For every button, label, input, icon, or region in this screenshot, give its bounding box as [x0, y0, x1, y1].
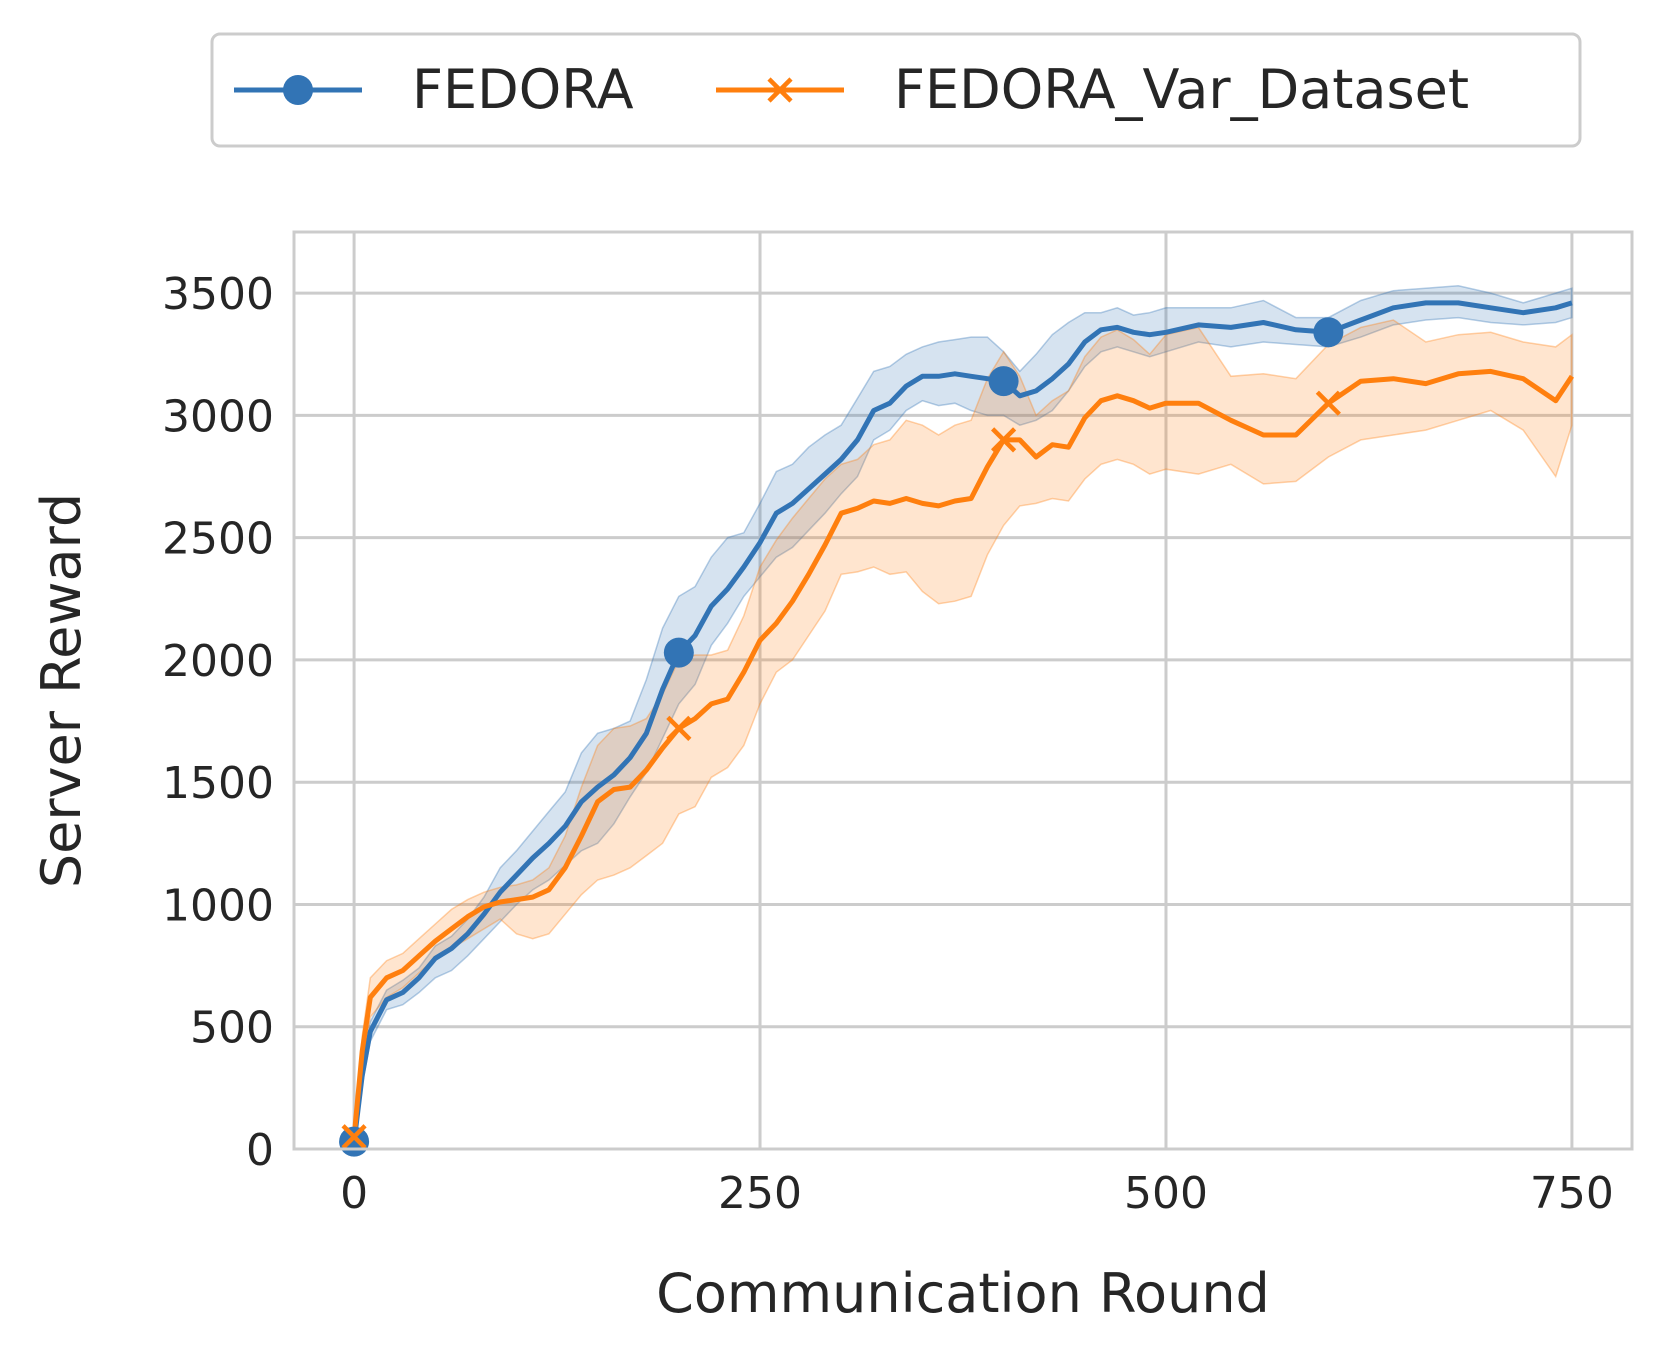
- marker-fedora-var-dataset: [666, 715, 692, 741]
- marker-fedora-var-dataset: [1315, 390, 1341, 416]
- y-tick-label: 500: [190, 1003, 274, 1054]
- marker-fedora: [663, 637, 694, 668]
- y-axis-title: Server Reward: [30, 493, 93, 888]
- legend-label-fedora: FEDORA: [412, 58, 634, 121]
- y-tick-label: 2000: [162, 636, 274, 687]
- marker-fedora-var-dataset: [991, 427, 1017, 453]
- marker-fedora-var-dataset: [341, 1124, 367, 1150]
- y-tick-label: 1500: [162, 758, 274, 809]
- legend-x-marker: [767, 77, 793, 103]
- y-tick-label: 1000: [162, 880, 274, 931]
- legend-marker-fedora: [283, 75, 313, 105]
- band-fedora: [353, 285, 1573, 1145]
- marker-fedora: [1313, 317, 1344, 348]
- line-fedora-var-dataset: [351, 368, 1574, 1138]
- marker-fedora: [988, 366, 1019, 397]
- y-tick-label: 0: [246, 1125, 274, 1176]
- x-axis-title: Communication Round: [656, 1262, 1270, 1325]
- y-tick-label: 3000: [162, 391, 274, 442]
- x-tick-label: 0: [340, 1168, 368, 1219]
- legend: FEDORA FEDORA_Var_Dataset: [210, 32, 1582, 148]
- y-tick-label: 2500: [162, 514, 274, 565]
- legend-marker-fedora-var-dataset: [767, 77, 793, 103]
- marker-fedora: [339, 1126, 370, 1157]
- tick-labels: 0 500 1000 1500 2000 2500 3000 3500 0 250 500 750: [162, 269, 1614, 1219]
- x-tick-label: 750: [1530, 1168, 1614, 1219]
- legend-box: [210, 32, 1582, 148]
- x-tick-label: 250: [718, 1168, 802, 1219]
- legend-label-fedora-var-dataset: FEDORA_Var_Dataset: [894, 58, 1469, 121]
- x-tick-label: 500: [1124, 1168, 1208, 1219]
- line-fedora: [351, 300, 1573, 1143]
- grid-lines: [294, 232, 1632, 1151]
- series-lines: [351, 300, 1574, 1143]
- band-fedora-var-dataset: [353, 319, 1573, 1140]
- plot-frame: [292, 230, 1634, 1151]
- y-tick-label: 3500: [162, 269, 274, 320]
